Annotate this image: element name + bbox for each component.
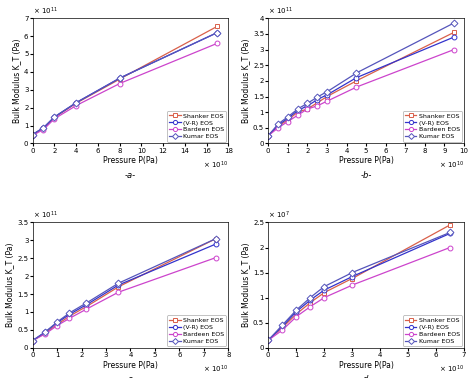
Text: $\times\ 10^{10}$: $\times\ 10^{10}$: [439, 160, 464, 171]
Legend: Shanker EOS, (V-R) EOS, Bardeen EOS, Kumar EOS: Shanker EOS, (V-R) EOS, Bardeen EOS, Kum…: [167, 111, 227, 142]
Y-axis label: Bulk Modulus K_T (Pa): Bulk Modulus K_T (Pa): [241, 39, 250, 123]
X-axis label: Pressure P(Pa): Pressure P(Pa): [103, 361, 158, 370]
Text: $\times\ 10^{11}$: $\times\ 10^{11}$: [33, 6, 57, 17]
Legend: Shanker EOS, (V-R) EOS, Bardeen EOS, Kumar EOS: Shanker EOS, (V-R) EOS, Bardeen EOS, Kum…: [403, 111, 462, 142]
Legend: Shanker EOS, (V-R) EOS, Bardeen EOS, Kumar EOS: Shanker EOS, (V-R) EOS, Bardeen EOS, Kum…: [167, 315, 227, 346]
Text: $\times\ 10^{10}$: $\times\ 10^{10}$: [203, 364, 228, 375]
Text: $\times\ 10^{10}$: $\times\ 10^{10}$: [439, 364, 464, 375]
Text: -d-: -d-: [360, 375, 372, 378]
Y-axis label: Bulk Modulus K_T (Pa): Bulk Modulus K_T (Pa): [12, 39, 21, 123]
Legend: Shanker EOS, (V-R) EOS, Bardeen EOS, Kumar EOS: Shanker EOS, (V-R) EOS, Bardeen EOS, Kum…: [403, 315, 462, 346]
Text: $\times\ 10^{7}$: $\times\ 10^{7}$: [268, 210, 290, 221]
X-axis label: Pressure P(Pa): Pressure P(Pa): [338, 156, 393, 166]
Text: -b-: -b-: [360, 171, 372, 180]
Y-axis label: Bulk Modulus K_T (Pa): Bulk Modulus K_T (Pa): [6, 243, 15, 327]
X-axis label: Pressure P(Pa): Pressure P(Pa): [103, 156, 158, 166]
Text: $\times\ 10^{11}$: $\times\ 10^{11}$: [33, 210, 57, 221]
X-axis label: Pressure P(Pa): Pressure P(Pa): [338, 361, 393, 370]
Y-axis label: Bulk Modulus K_T (Pa): Bulk Modulus K_T (Pa): [241, 243, 250, 327]
Text: -c-: -c-: [125, 375, 136, 378]
Text: $\times\ 10^{11}$: $\times\ 10^{11}$: [268, 6, 293, 17]
Text: $\times\ 10^{10}$: $\times\ 10^{10}$: [203, 160, 228, 171]
Text: -a-: -a-: [125, 171, 136, 180]
